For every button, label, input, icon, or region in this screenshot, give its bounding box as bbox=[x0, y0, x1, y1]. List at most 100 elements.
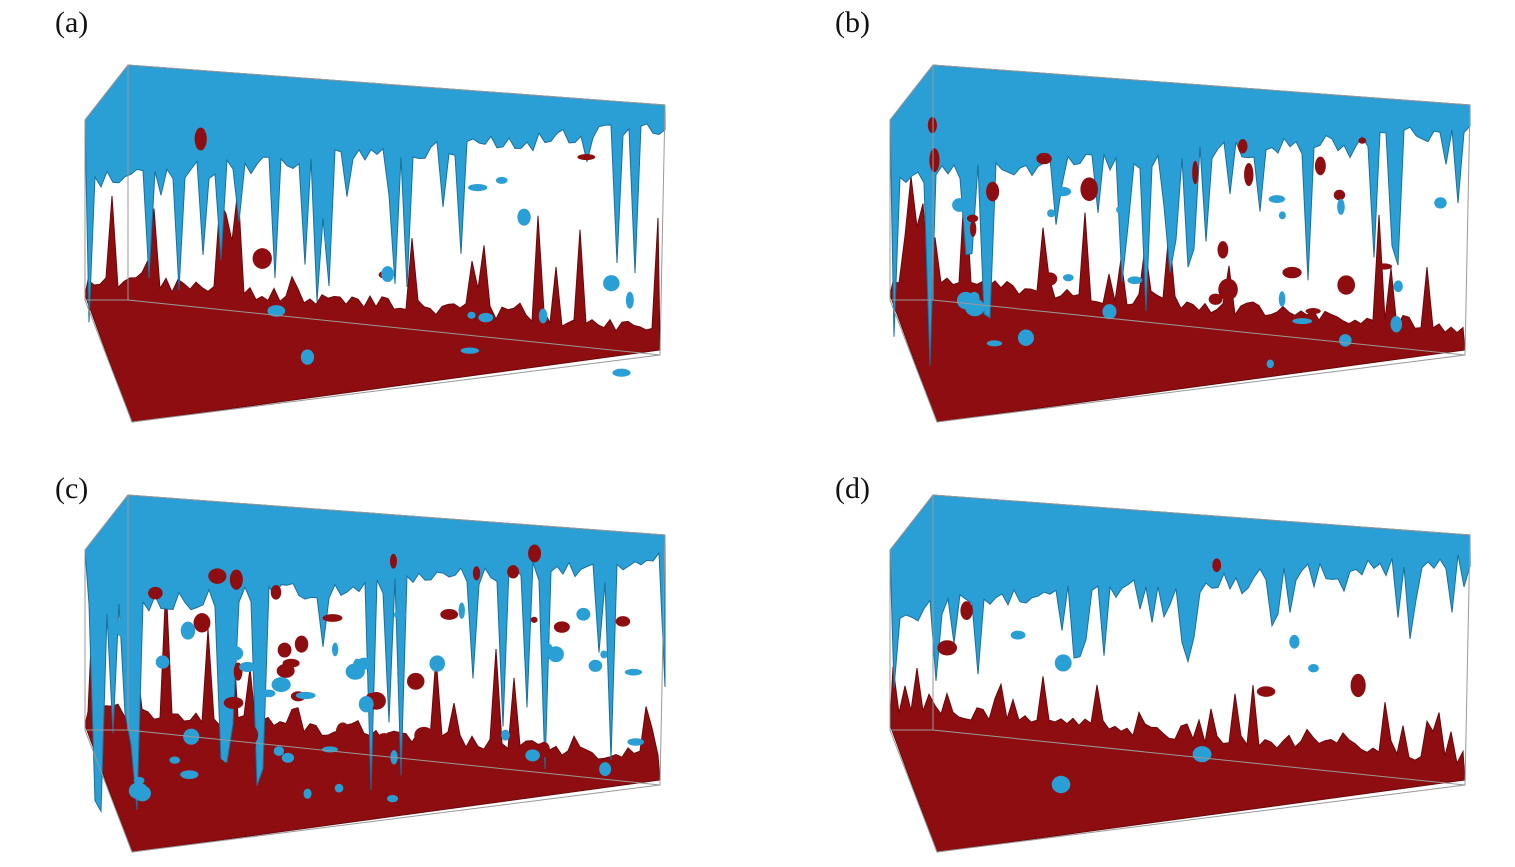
blue-blob bbox=[273, 746, 285, 756]
red-blob bbox=[1350, 673, 1366, 698]
blue-blob bbox=[1268, 195, 1286, 204]
blue-blob bbox=[986, 340, 1003, 347]
blue-blob bbox=[1047, 209, 1056, 218]
red-isosurface bbox=[84, 188, 661, 423]
red-blob bbox=[223, 696, 244, 709]
blue-blob bbox=[223, 645, 244, 662]
red-blob bbox=[966, 214, 979, 223]
red-blob bbox=[470, 752, 485, 774]
red-blob bbox=[528, 544, 542, 563]
blue-blob bbox=[128, 782, 149, 800]
red-blob bbox=[1256, 686, 1276, 697]
red-blob bbox=[1333, 189, 1346, 201]
blue-blob bbox=[300, 349, 315, 365]
blue-blob bbox=[386, 795, 399, 803]
red-blob bbox=[1192, 160, 1199, 185]
red-blob bbox=[553, 621, 570, 633]
render-panel bbox=[84, 64, 666, 423]
blue-isosurface bbox=[889, 64, 1471, 366]
red-blob bbox=[1305, 308, 1321, 315]
red-blob bbox=[1212, 558, 1222, 573]
red-blob bbox=[530, 616, 538, 623]
blue-blob bbox=[180, 770, 199, 779]
red-blob bbox=[276, 663, 295, 678]
red-blob bbox=[927, 117, 937, 134]
blue-blob bbox=[334, 783, 344, 793]
render-panel bbox=[889, 494, 1471, 853]
red-blob bbox=[1217, 241, 1229, 259]
blue-blob bbox=[501, 729, 510, 741]
red-blob bbox=[969, 220, 977, 237]
red-blob bbox=[1208, 293, 1223, 305]
blue-blob bbox=[358, 696, 374, 713]
blue-blob bbox=[180, 621, 196, 640]
blue-isosurface bbox=[84, 494, 666, 814]
blue-blob bbox=[603, 275, 620, 292]
blue-blob bbox=[1192, 746, 1212, 763]
blue-blob bbox=[381, 266, 394, 283]
blue-blob bbox=[331, 642, 339, 657]
blue-blob bbox=[271, 677, 291, 693]
red-blob bbox=[229, 569, 243, 590]
blue-blob bbox=[1010, 630, 1026, 640]
blue-blob bbox=[1051, 775, 1071, 794]
render-panel bbox=[889, 64, 1471, 423]
red-blob bbox=[210, 758, 226, 772]
red-blob bbox=[1422, 756, 1431, 772]
blue-isosurface bbox=[889, 494, 1471, 688]
render-panel bbox=[84, 494, 666, 853]
red-blob bbox=[615, 616, 631, 627]
blue-blob bbox=[261, 689, 276, 698]
blue-blob bbox=[116, 619, 127, 637]
red-blob bbox=[937, 640, 958, 656]
red-blob bbox=[1358, 137, 1367, 144]
red-blob bbox=[1080, 177, 1099, 202]
blue-blob bbox=[1434, 197, 1447, 209]
red-blob bbox=[472, 566, 481, 581]
red-blob bbox=[960, 601, 973, 620]
blue-blob bbox=[1278, 211, 1286, 220]
red-blob bbox=[538, 741, 550, 758]
red-blob bbox=[238, 724, 259, 746]
panel-label: (a) bbox=[55, 6, 88, 39]
red-blob bbox=[1376, 263, 1393, 270]
red-blob bbox=[377, 733, 392, 745]
blue-blob bbox=[1278, 291, 1286, 307]
blue-blob bbox=[394, 609, 407, 621]
blue-blob bbox=[627, 738, 645, 746]
blue-blob bbox=[478, 312, 494, 323]
blue-blob bbox=[1062, 274, 1074, 282]
blue-blob bbox=[612, 368, 631, 377]
red-blob bbox=[406, 672, 425, 690]
red-blob bbox=[1337, 275, 1356, 295]
blue-blob bbox=[599, 762, 612, 777]
blue-blob bbox=[538, 308, 548, 324]
blue-blob bbox=[239, 661, 256, 673]
blue-blob bbox=[1393, 280, 1403, 293]
blue-blob bbox=[303, 788, 312, 799]
blue-blob bbox=[1292, 318, 1313, 325]
blue-blob bbox=[1102, 304, 1117, 320]
red-blob bbox=[389, 553, 397, 569]
blue-blob bbox=[576, 607, 591, 621]
blue-blob bbox=[345, 663, 365, 680]
blue-blob bbox=[460, 347, 480, 354]
red-blob bbox=[1218, 278, 1238, 301]
red-blob bbox=[577, 154, 596, 161]
red-blob bbox=[929, 148, 940, 173]
blue-blob bbox=[1266, 359, 1274, 369]
red-blob bbox=[294, 635, 309, 653]
red-blob bbox=[440, 609, 459, 620]
red-blob bbox=[429, 742, 446, 751]
blue-blob bbox=[1308, 664, 1319, 673]
blue-blob bbox=[429, 655, 445, 672]
blue-blob bbox=[458, 602, 465, 619]
blue-blob bbox=[1127, 276, 1143, 285]
blue-blob bbox=[468, 183, 488, 192]
red-blob bbox=[1237, 138, 1248, 154]
red-blob bbox=[335, 722, 350, 743]
red-blob bbox=[208, 568, 227, 584]
blue-blob bbox=[281, 752, 295, 763]
blue-blob bbox=[625, 291, 634, 309]
